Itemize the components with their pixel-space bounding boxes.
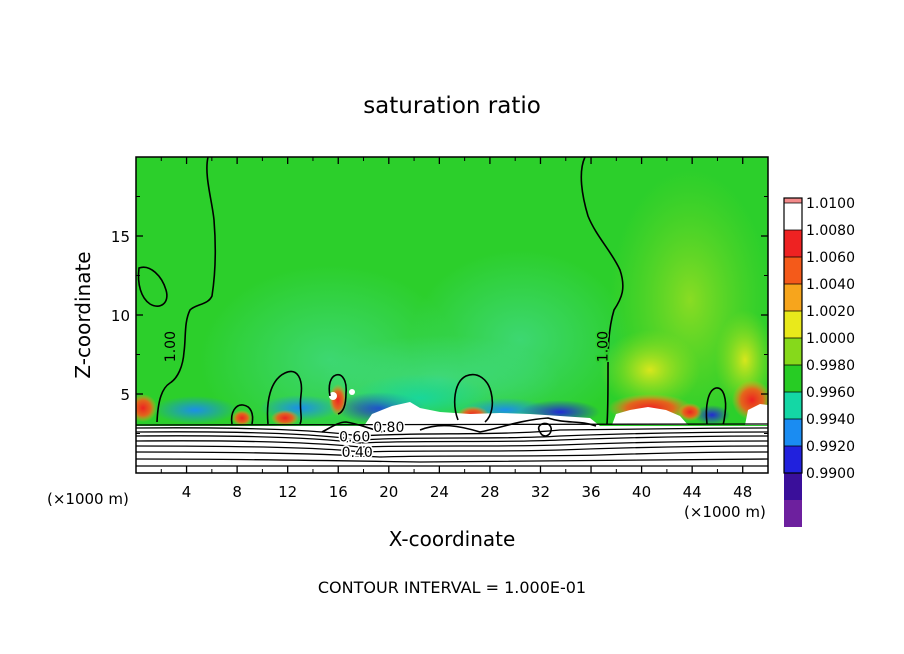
colorbar-swatch <box>784 284 802 311</box>
x-tick-label: 36 <box>581 483 600 501</box>
x-tick-label: 8 <box>232 483 242 501</box>
colorbar-swatch <box>784 392 802 419</box>
colorbar-swatch <box>784 198 802 203</box>
field-red-region <box>271 410 299 426</box>
field-white-region <box>364 402 600 426</box>
field-blue-region <box>153 396 237 424</box>
colorbar-swatch <box>784 500 802 527</box>
x-tick-label: 16 <box>329 483 348 501</box>
field-red-region <box>329 384 347 416</box>
colorbar-swatch <box>784 365 802 392</box>
colorbar-label: 1.0080 <box>806 223 855 239</box>
colorbar-label: 0.9920 <box>806 439 855 455</box>
contour-line <box>136 458 768 463</box>
contour-line <box>136 427 768 437</box>
colorbar-label: 1.0060 <box>806 250 855 266</box>
contour-line <box>328 373 347 415</box>
x-tick-label: 44 <box>683 483 702 501</box>
x-tick-label: 28 <box>480 483 499 501</box>
contour-label: 0.80 <box>373 420 404 436</box>
field-white-region <box>745 404 768 425</box>
x-axis: 4 8 12 16 20 24 28 32 36 40 44 48 <box>160 157 752 501</box>
x-unit-right: (×1000 m) <box>684 503 766 521</box>
contour-line <box>136 440 768 448</box>
colorbar-swatch <box>784 446 802 473</box>
colorbar-swatch <box>784 419 802 446</box>
contour-line <box>136 431 768 441</box>
x-tick-label: 4 <box>182 483 192 501</box>
contour-labels: 1.00 1.00 0.800.600.40 <box>162 330 613 463</box>
field-blue-region <box>694 405 730 425</box>
x-axis-label: X-coordinate <box>389 527 516 551</box>
colorbar-label: 0.9960 <box>806 385 855 401</box>
colorbar-label: 0.9980 <box>806 358 855 374</box>
field-red-region <box>678 403 702 421</box>
chart-title: saturation ratio <box>363 93 541 119</box>
contour-line <box>705 387 727 425</box>
plot-area <box>136 157 768 473</box>
colorbar-label: 1.0020 <box>806 304 855 320</box>
contour-label: 1.00 <box>163 331 179 362</box>
field-white-region <box>329 392 337 400</box>
x-unit-left: (×1000 m) <box>47 490 129 508</box>
colorbar-swatch <box>784 230 802 257</box>
field-red-region <box>136 394 157 422</box>
x-tick-label: 48 <box>733 483 752 501</box>
contour-label: 1.00 <box>595 331 611 362</box>
colorbar-swatch <box>784 338 802 365</box>
contour-line <box>453 373 494 423</box>
contour-label: 0.60 <box>339 429 370 445</box>
colorbar-swatch <box>784 473 802 500</box>
y-tick-label: 10 <box>111 307 130 325</box>
x-tick-label: 32 <box>531 483 550 501</box>
contour-line <box>580 157 624 425</box>
contour-line <box>136 451 768 458</box>
contour-line <box>137 266 168 307</box>
x-tick-label: 24 <box>430 483 449 501</box>
contour-line <box>156 157 217 423</box>
colorbar-label: 0.9900 <box>806 466 855 482</box>
colorbar-label: 1.0000 <box>806 331 855 347</box>
field-yellow-region <box>600 330 700 410</box>
x-tick-label: 40 <box>632 483 651 501</box>
colorbar-label: 1.0100 <box>806 196 855 212</box>
contour-line <box>321 421 385 433</box>
field-white-region <box>349 389 355 395</box>
colorbar-label: 0.9940 <box>806 412 855 428</box>
contour-interval-note: CONTOUR INTERVAL = 1.000E-01 <box>318 578 586 597</box>
y-tick-label: 5 <box>120 386 130 404</box>
colorbar-swatch <box>784 257 802 284</box>
colorbar: 1.0100 1.0080 1.0060 1.0040 1.0020 1.0000 0.99… <box>783 196 855 527</box>
contour-line <box>136 423 768 426</box>
contour-line <box>136 445 768 453</box>
field-white-region <box>612 407 688 425</box>
colorbar-label: 1.0040 <box>806 277 855 293</box>
y-tick-label: 15 <box>111 228 130 246</box>
contour-line <box>266 370 303 425</box>
x-tick-label: 12 <box>278 483 297 501</box>
y-axis: 5 10 15 <box>111 196 768 434</box>
contour-line <box>230 404 254 425</box>
y-axis-label: Z-coordinate <box>71 251 95 378</box>
contour-stack <box>136 423 768 468</box>
x-tick-label: 20 <box>379 483 398 501</box>
contour-label: 0.40 <box>342 445 373 461</box>
contour-line <box>136 435 768 444</box>
field-red-region <box>232 410 252 426</box>
colorbar-swatch <box>784 311 802 338</box>
